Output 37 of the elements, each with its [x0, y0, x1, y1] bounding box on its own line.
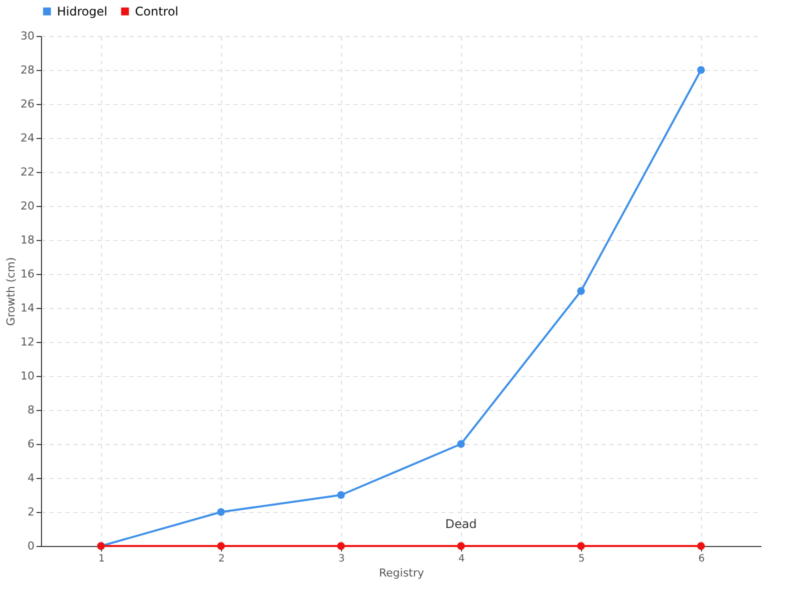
annotation: Dead — [445, 517, 477, 531]
point — [217, 508, 225, 516]
x-axis-title: Registry — [378, 566, 425, 580]
x-tick-label: 3 — [338, 554, 345, 564]
point — [217, 542, 225, 550]
y-tick-label: 0 — [28, 540, 34, 552]
y-tick-label: 18 — [20, 234, 34, 246]
y-tick-label: 12 — [20, 336, 34, 348]
y-tick-label: 24 — [20, 132, 34, 144]
y-tick-label: 6 — [28, 438, 34, 450]
y-tick-label: 16 — [20, 268, 34, 280]
x-tick-label: 5 — [578, 554, 585, 564]
y-tick-label: 28 — [20, 64, 34, 76]
x-tick-label: 4 — [458, 554, 465, 564]
y-tick-label: 22 — [20, 166, 34, 178]
legend-label: Hidrogel — [57, 4, 108, 18]
x-tick-label: 2 — [218, 554, 225, 564]
y-tick-label: 14 — [20, 302, 34, 314]
x-tick-label: 1 — [98, 554, 105, 564]
point — [577, 287, 585, 295]
y-tick-label: 30 — [20, 30, 34, 42]
point — [337, 491, 345, 499]
y-tick-label: 4 — [28, 472, 34, 484]
y-tick-label: 10 — [20, 370, 34, 382]
y-tick-label: 26 — [20, 98, 34, 110]
x-tick-label: 6 — [698, 554, 705, 564]
point — [457, 542, 465, 550]
point — [577, 542, 585, 550]
y-tick-label: 20 — [20, 200, 34, 212]
y-axis-title: Growth (cm) — [4, 257, 18, 326]
point — [457, 440, 465, 448]
point — [697, 66, 705, 74]
point — [337, 542, 345, 550]
y-tick-label: 8 — [28, 404, 34, 416]
y-tick-label: 2 — [28, 506, 34, 518]
legend-label: Control — [135, 4, 178, 18]
point — [697, 542, 705, 550]
